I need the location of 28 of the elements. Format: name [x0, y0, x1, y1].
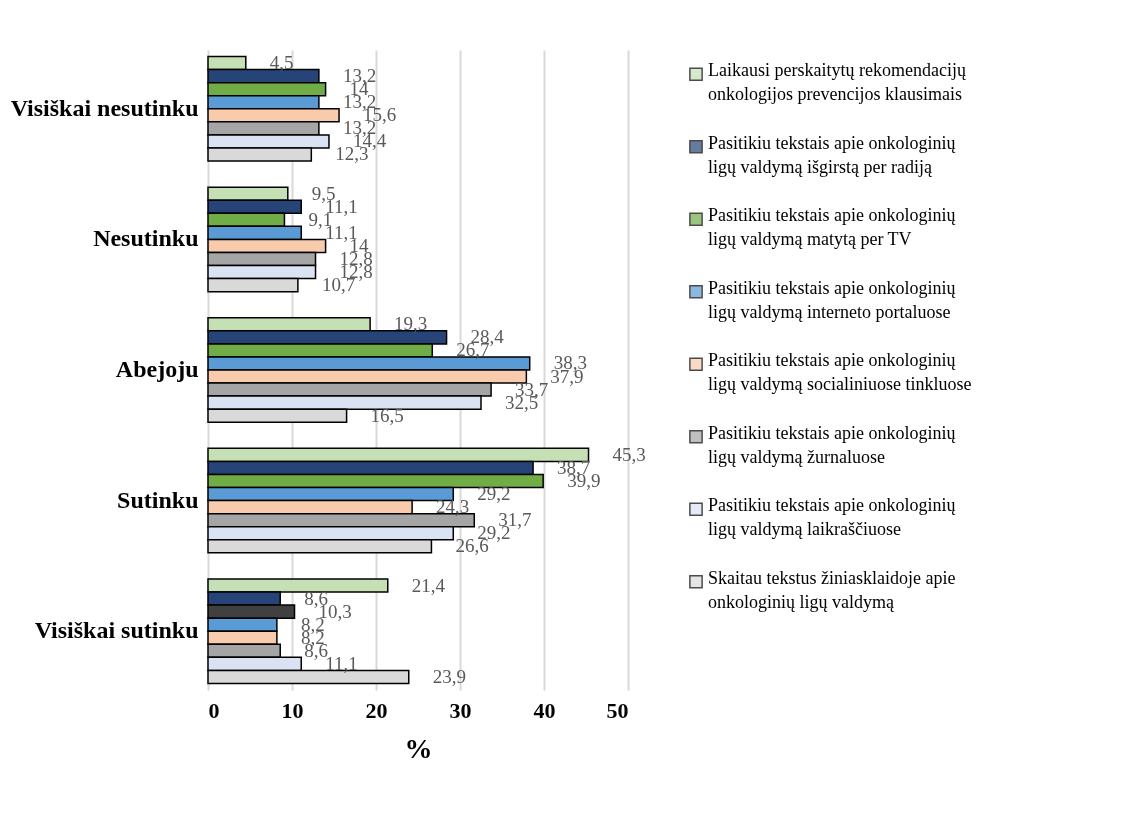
legend-label: Pasitikiu tekstais apie onkologinių ligų valdymą interneto portaluose — [708, 277, 957, 322]
y-tick-label: Sutinku — [117, 486, 199, 513]
y-tick-label: Nesutinku — [93, 225, 199, 252]
y-tick-label: Abejoju — [115, 356, 199, 382]
x-tick-label: 0 — [208, 697, 220, 723]
data-label: 21,4 — [411, 574, 446, 596]
x-tick-label: 20 — [365, 697, 388, 723]
data-label: 4,5 — [269, 52, 294, 74]
y-tick-label: Visiškai nesutinku — [10, 94, 199, 121]
data-label: 45,3 — [612, 443, 646, 465]
data-label: 19,3 — [394, 313, 428, 335]
data-label: 29,2 — [477, 483, 511, 505]
legend-label: Laikausi perskaitytų rekomendacijų onkologijos prevencijos klausimais — [708, 60, 967, 105]
legend-label: Pasitikiu tekstais apie onkologinių ligų valdymą laikraščiuose — [708, 495, 957, 540]
data-label: 23,9 — [432, 665, 467, 687]
legend-label: Pasitikiu tekstais apie onkologinių ligų valdymą išgirstą per radiją — [708, 132, 957, 177]
x-axis-title: % — [404, 732, 433, 764]
data-label: 24,3 — [436, 496, 470, 518]
x-tick-label: 50 — [606, 697, 629, 723]
data-label: 16,5 — [370, 404, 404, 426]
x-tick-label: 10 — [281, 697, 304, 723]
legend-label: Pasitikiu tekstais apie onkologinių ligų valdymą socialiniuose tinkluose — [708, 350, 972, 395]
x-tick-label: 40 — [533, 697, 556, 723]
x-tick-label: 30 — [449, 697, 472, 723]
legend-label: Skaitau tekstus žiniasklaidoje apie onkologinių ligų valdymą — [708, 567, 956, 612]
legend-label: Pasitikiu tekstais apie onkologinių ligų valdymą matytą per TV — [708, 205, 957, 250]
legend-label: Pasitikiu tekstais apie onkologinių ligų valdymą žurnaluose — [708, 422, 957, 467]
y-tick-label: Visiškai sutinku — [34, 617, 199, 644]
